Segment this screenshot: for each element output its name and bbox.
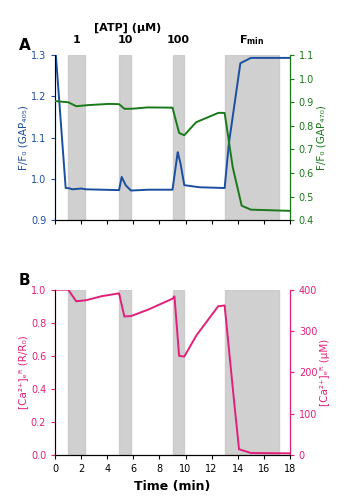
Bar bbox=[225, 55, 279, 220]
Text: 100: 100 bbox=[167, 36, 190, 46]
X-axis label: Time (min): Time (min) bbox=[134, 480, 211, 492]
Y-axis label: [Ca²⁺]ₑᴿ (μM): [Ca²⁺]ₑᴿ (μM) bbox=[320, 338, 330, 406]
Text: 10: 10 bbox=[117, 36, 132, 46]
Text: A: A bbox=[19, 38, 31, 54]
Bar bbox=[68, 290, 85, 455]
Y-axis label: F/F₀ (GAP₄₇₀): F/F₀ (GAP₄₇₀) bbox=[317, 105, 327, 170]
Bar bbox=[119, 55, 131, 220]
Bar bbox=[68, 55, 85, 220]
Bar bbox=[119, 290, 131, 455]
Bar bbox=[172, 290, 184, 455]
Y-axis label: [Ca²⁺]ₑᴿ (R/R₀): [Ca²⁺]ₑᴿ (R/R₀) bbox=[18, 336, 28, 409]
Bar bbox=[225, 290, 279, 455]
Text: 1: 1 bbox=[73, 36, 81, 46]
Bar bbox=[172, 55, 184, 220]
Text: B: B bbox=[19, 273, 30, 288]
Text: $\mathregular{F_{min}}$: $\mathregular{F_{min}}$ bbox=[239, 34, 265, 47]
Y-axis label: F/F₀ (GAP₄₀₅): F/F₀ (GAP₄₀₅) bbox=[18, 105, 28, 170]
Text: [ATP] (μM): [ATP] (μM) bbox=[94, 23, 161, 34]
